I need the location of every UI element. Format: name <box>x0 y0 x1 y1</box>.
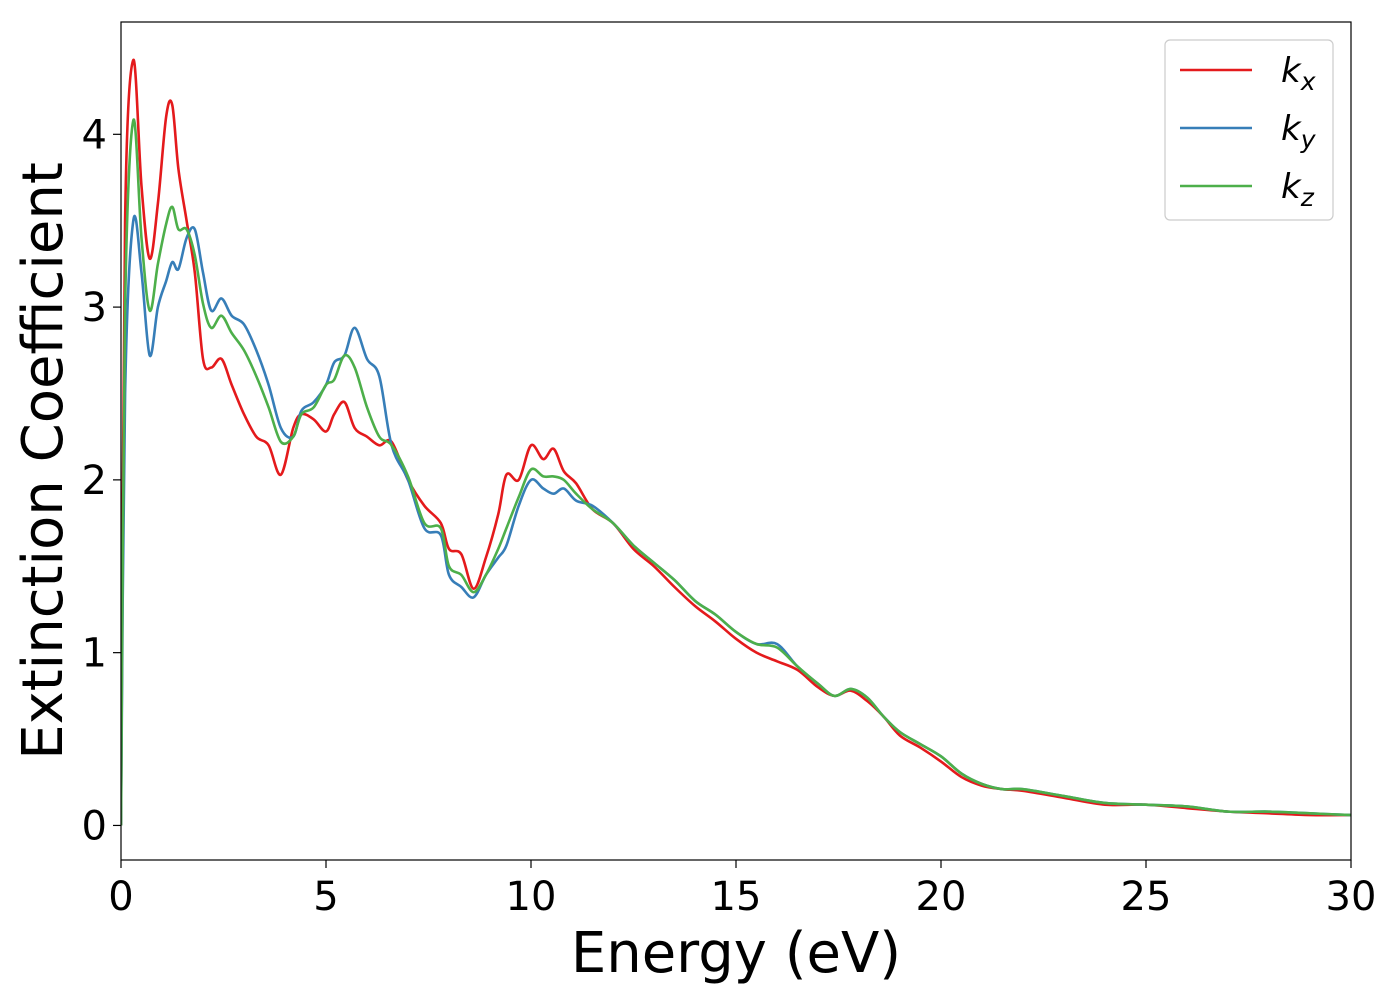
x-tick-label: 10 <box>506 874 557 920</box>
x-tick-label: 30 <box>1326 874 1377 920</box>
x-axis-label: Energy (eV) <box>571 921 901 986</box>
legend-box <box>1164 39 1334 221</box>
legend-label: ky <box>1281 109 1317 154</box>
x-tick-label: 20 <box>916 874 967 920</box>
legend-label: kx <box>1281 51 1316 96</box>
x-tick-label: 5 <box>313 874 338 920</box>
y-tick-label: 2 <box>82 458 107 504</box>
x-tick-label: 25 <box>1121 874 1172 920</box>
series-line-kz <box>121 118 1351 826</box>
y-tick-label: 1 <box>82 631 107 677</box>
y-tick-label: 3 <box>82 285 107 331</box>
x-tick-label: 0 <box>108 874 133 920</box>
series-layer <box>121 58 1351 826</box>
x-tick-label: 15 <box>711 874 762 920</box>
y-tick-label: 0 <box>82 803 107 849</box>
y-tick-label: 4 <box>82 112 107 158</box>
y-axis-label: Extinction Coefficient <box>11 162 76 760</box>
legend-item-ky: ky <box>1180 109 1317 154</box>
y-axis-ticks: 0 1 2 3 4 <box>82 112 121 849</box>
series-line-kx <box>121 58 1351 826</box>
x-axis-ticks: 0 5 10 15 20 25 30 <box>108 860 1376 920</box>
legend-item-kx: kx <box>1180 51 1316 96</box>
series-line-ky <box>121 214 1351 826</box>
